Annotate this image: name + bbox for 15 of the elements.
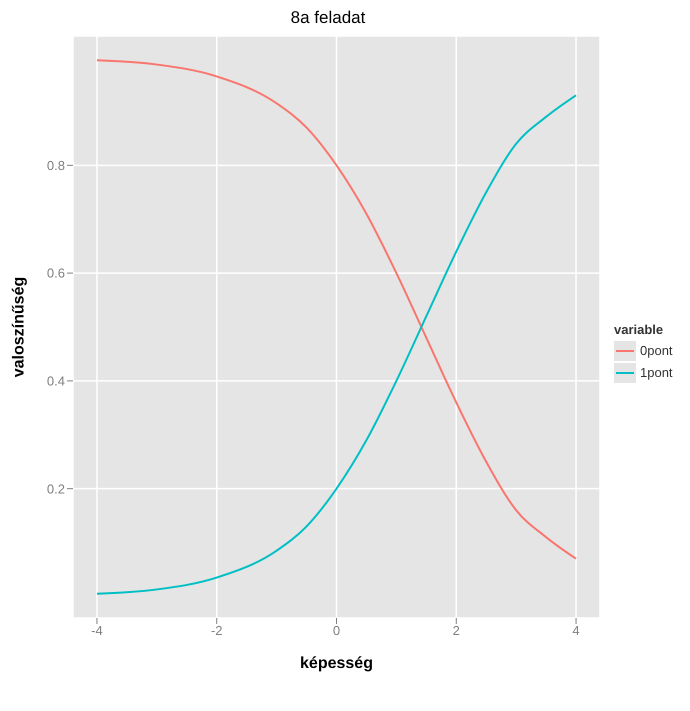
y-axis-title: valoszínűség	[10, 276, 28, 378]
legend-label: 0pont	[640, 343, 673, 358]
x-tick-label: -4	[91, 623, 103, 638]
x-tick-label: 4	[572, 623, 580, 638]
legend-label: 1pont	[640, 365, 673, 380]
chart-title: 8a feladat	[290, 8, 366, 28]
x-tick-label: 2	[452, 623, 460, 638]
x-tick-label: -2	[210, 623, 223, 638]
y-tick-label: 0.4	[46, 374, 65, 389]
y-tick-label: 0.6	[46, 266, 65, 281]
legend-title: variable	[614, 322, 664, 336]
x-axis-title: képesség	[300, 655, 373, 672]
y-tick-label: 0.8	[46, 158, 65, 173]
x-tick-label: 0	[332, 623, 340, 638]
y-tick-label: 0.2	[46, 481, 65, 496]
